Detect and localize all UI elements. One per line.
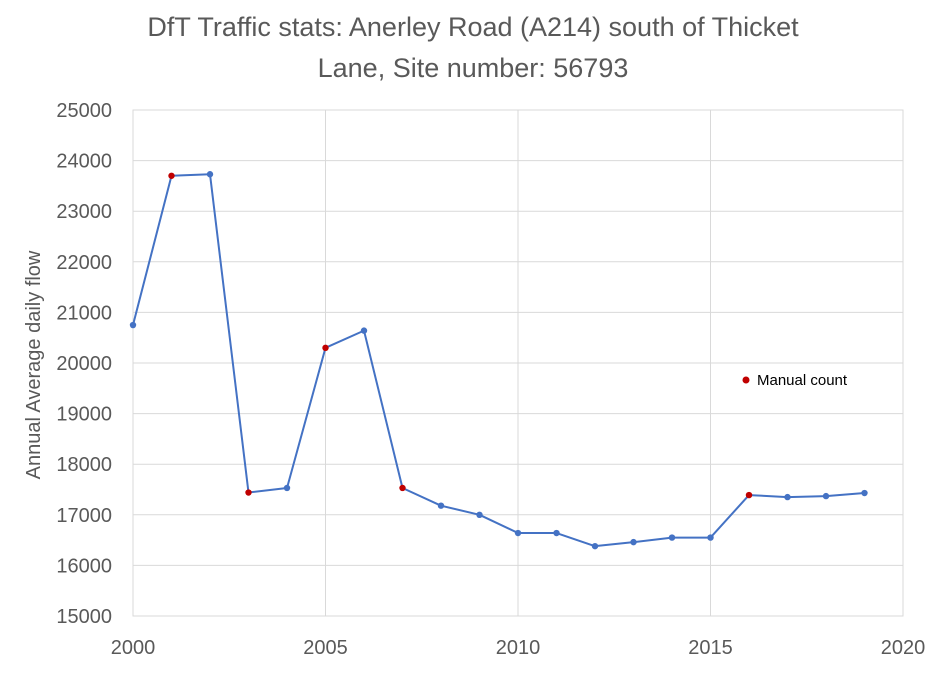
data-point [206, 171, 214, 178]
data-point [822, 492, 830, 500]
chart-title-line-2: Lane, Site number: 56793 [317, 53, 629, 83]
manual-count-point [168, 172, 175, 179]
chart-title-line-1: DfT Traffic stats: Anerley Road (A214) s… [147, 12, 799, 42]
manual-count-point [399, 484, 406, 492]
data-point [437, 502, 445, 509]
data-point [861, 489, 868, 497]
y-tick-label: 19000 [56, 404, 112, 426]
series-layer [129, 171, 868, 550]
data-point [668, 534, 676, 541]
x-tick-label: 2010 [496, 637, 541, 659]
y-tick-label: 20000 [56, 353, 112, 375]
y-tick-label: 25000 [56, 100, 112, 122]
y-tick-label: 16000 [56, 555, 112, 577]
series-line [132, 173, 865, 548]
legend: Manual count [742, 372, 848, 389]
data-point [129, 321, 137, 329]
y-tick-label: 23000 [56, 201, 112, 223]
manual-count-point [245, 489, 252, 496]
x-tick-label: 2015 [688, 637, 733, 659]
tick-label-layer: 15000 16000 17000 18000 19000 20000 21000 22000… [56, 100, 925, 659]
grid-layer [132, 109, 904, 617]
y-tick-label: 24000 [56, 151, 112, 173]
y-tick-label: 15000 [56, 606, 112, 628]
y-tick-label: 21000 [56, 302, 112, 324]
data-point [591, 542, 599, 550]
data-point [707, 534, 714, 541]
data-point [514, 529, 522, 537]
x-tick-label: 2020 [881, 637, 926, 659]
y-axis-title: Annual Average daily flow [23, 250, 45, 479]
plot-area [132, 109, 904, 617]
manual-count-point [322, 344, 329, 352]
data-point [784, 493, 791, 501]
data-point [283, 484, 291, 492]
data-point [476, 511, 483, 518]
x-tick-label: 2000 [111, 637, 156, 659]
manual-count-point [745, 491, 753, 499]
y-tick-label: 22000 [56, 252, 112, 274]
legend-label-manual-count: Manual count [757, 372, 848, 389]
data-point [630, 538, 637, 546]
data-point [553, 529, 560, 537]
data-point [360, 327, 368, 334]
x-tick-label: 2005 [303, 637, 348, 659]
legend-marker-manual-count [742, 376, 750, 384]
y-tick-label: 17000 [56, 505, 112, 527]
y-tick-label: 18000 [56, 454, 112, 476]
